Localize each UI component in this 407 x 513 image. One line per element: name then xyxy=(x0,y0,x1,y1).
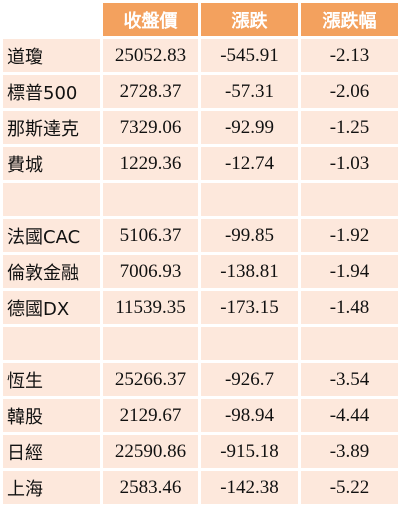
value-cell: 25266.37 xyxy=(103,363,198,396)
header-cell: 漲跌 xyxy=(201,3,298,36)
value-cell: 7006.93 xyxy=(103,255,198,288)
header-cell: 漲跌幅 xyxy=(301,3,398,36)
value-cell: 2583.46 xyxy=(103,471,198,504)
header-blank xyxy=(3,3,100,36)
value-cell: -173.15 xyxy=(201,291,298,324)
spacer-cell xyxy=(301,327,398,360)
value-cell: 2129.67 xyxy=(103,399,198,432)
value-cell: 11539.35 xyxy=(103,291,198,324)
index-name: 法國CAC xyxy=(3,219,100,252)
spacer-cell xyxy=(201,327,298,360)
value-cell: -3.54 xyxy=(301,363,398,396)
value-cell: -5.22 xyxy=(301,471,398,504)
spacer-cell xyxy=(3,183,100,216)
spacer-cell xyxy=(301,183,398,216)
value-cell: -1.25 xyxy=(301,111,398,144)
spacer-cell xyxy=(103,183,198,216)
value-cell: -4.44 xyxy=(301,399,398,432)
value-cell: -915.18 xyxy=(201,435,298,468)
index-name: 標普500 xyxy=(3,75,100,108)
index-name: 日經 xyxy=(3,435,100,468)
value-cell: 7329.06 xyxy=(103,111,198,144)
value-cell: -92.99 xyxy=(201,111,298,144)
value-cell: 5106.37 xyxy=(103,219,198,252)
index-name: 倫敦金融 xyxy=(3,255,100,288)
value-cell: -2.06 xyxy=(301,75,398,108)
index-name: 韓股 xyxy=(3,399,100,432)
value-cell: -1.48 xyxy=(301,291,398,324)
value-cell: 1229.36 xyxy=(103,147,198,180)
spacer-cell xyxy=(201,183,298,216)
value-cell: -3.89 xyxy=(301,435,398,468)
table: 收盤價 漲跌 漲跌幅道瓊 25052.83 -545.91 -2.13 標普500 2728.… xyxy=(3,3,398,504)
value-cell: -142.38 xyxy=(201,471,298,504)
value-cell: -99.85 xyxy=(201,219,298,252)
index-name: 德國DX xyxy=(3,291,100,324)
value-cell: -1.92 xyxy=(301,219,398,252)
index-name: 那斯達克 xyxy=(3,111,100,144)
value-cell: -1.03 xyxy=(301,147,398,180)
index-name: 上海 xyxy=(3,471,100,504)
index-name: 費城 xyxy=(3,147,100,180)
value-cell: -2.13 xyxy=(301,39,398,72)
value-cell: -98.94 xyxy=(201,399,298,432)
header-cell: 收盤價 xyxy=(103,3,198,36)
value-cell: -57.31 xyxy=(201,75,298,108)
value-cell: -12.74 xyxy=(201,147,298,180)
value-cell: -1.94 xyxy=(301,255,398,288)
spacer-cell xyxy=(3,327,100,360)
value-cell: 2728.37 xyxy=(103,75,198,108)
index-name: 道瓊 xyxy=(3,39,100,72)
value-cell: 22590.86 xyxy=(103,435,198,468)
value-cell: -138.81 xyxy=(201,255,298,288)
value-cell: -545.91 xyxy=(201,39,298,72)
index-name: 恆生 xyxy=(3,363,100,396)
value-cell: 25052.83 xyxy=(103,39,198,72)
value-cell: -926.7 xyxy=(201,363,298,396)
spacer-cell xyxy=(103,327,198,360)
